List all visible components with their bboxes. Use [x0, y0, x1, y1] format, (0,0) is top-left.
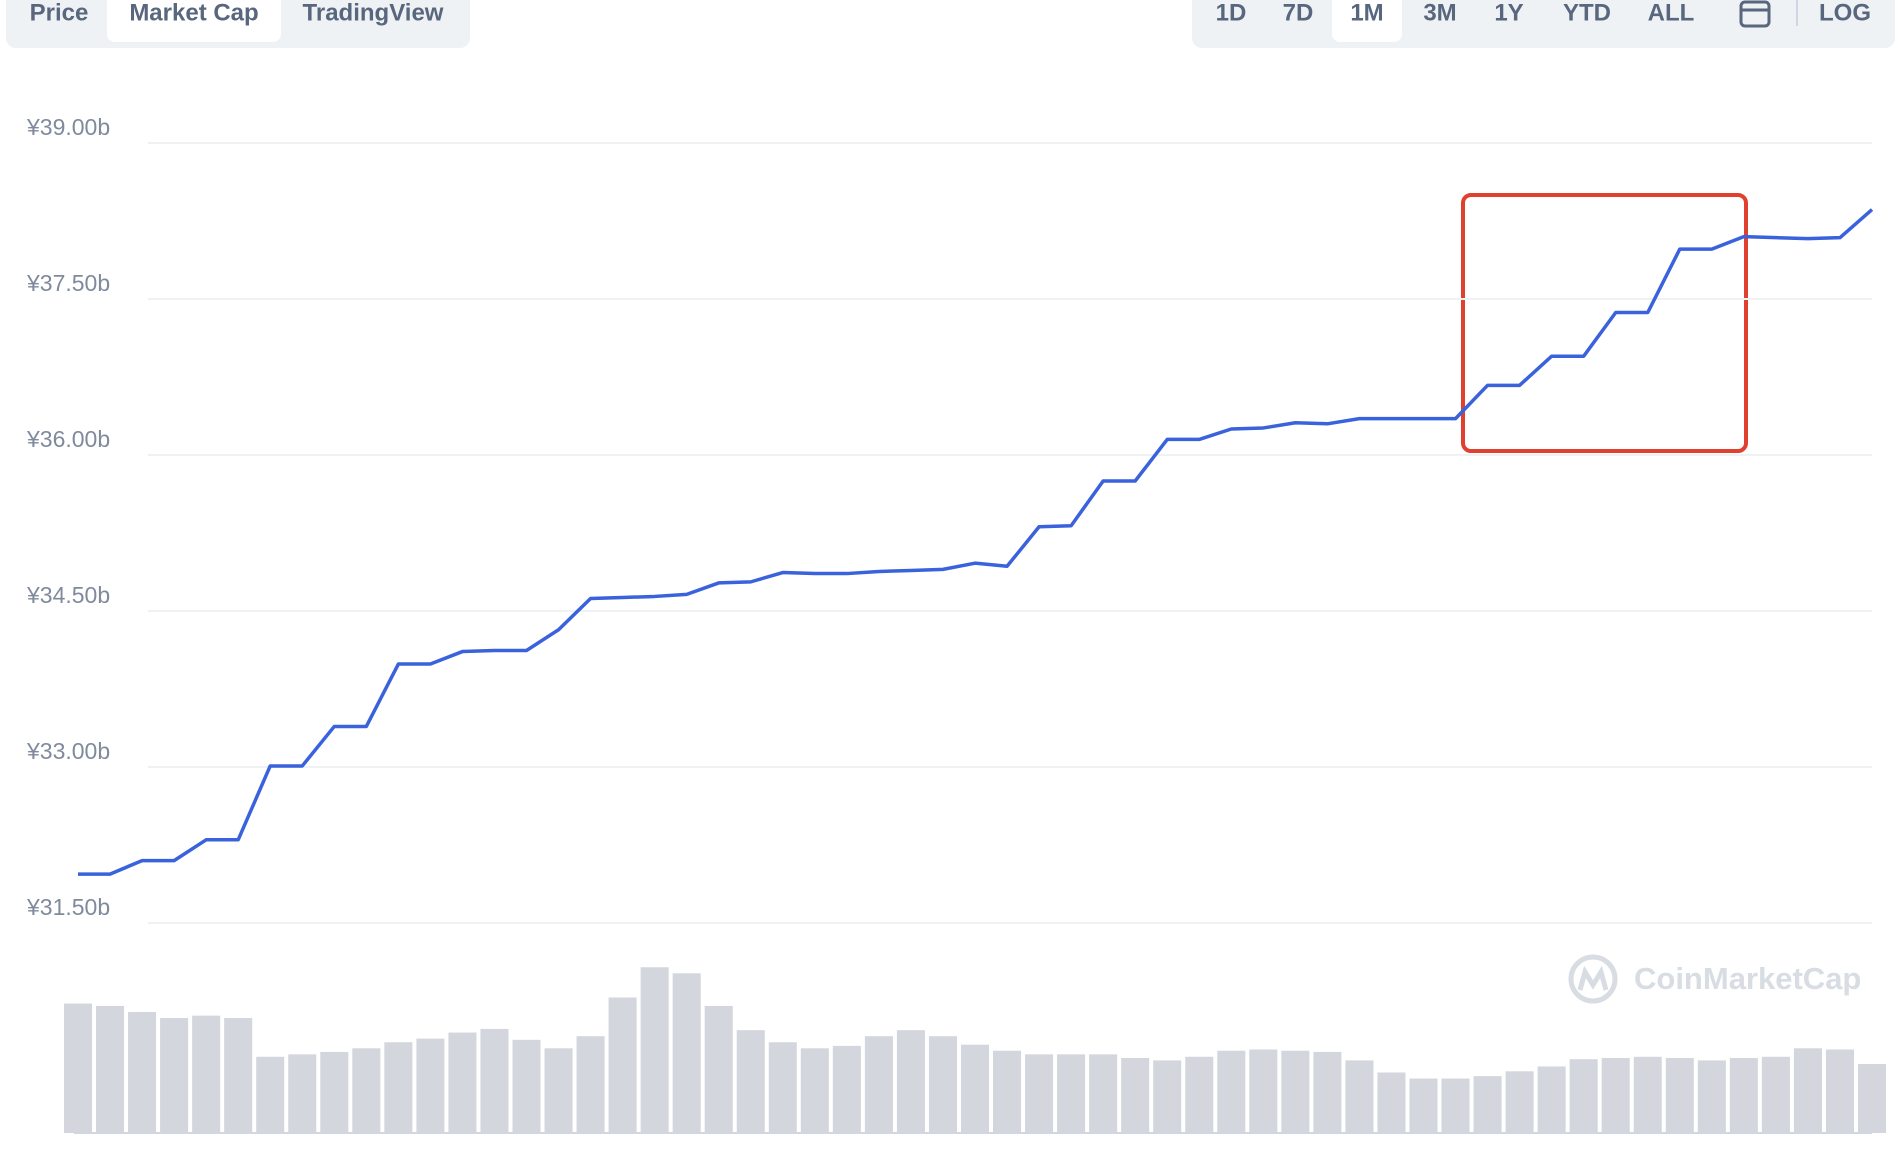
tab[interactable]: Market Cap	[129, 0, 258, 26]
volume-bar	[608, 997, 637, 1133]
volume-bar	[640, 967, 669, 1133]
volume-bar	[1825, 1049, 1854, 1133]
range-active-bg	[1332, 0, 1402, 42]
y-tick-label: ¥34.50b	[26, 582, 110, 608]
range-button[interactable]: 3M	[1423, 0, 1456, 26]
volume-bar	[704, 1005, 733, 1133]
calendar-icon[interactable]	[1739, 0, 1771, 28]
log-button[interactable]: LOG	[1819, 0, 1871, 26]
volume-bar	[1729, 1057, 1758, 1133]
volume-bar	[128, 1012, 157, 1133]
watermark: CoinMarketCap	[1634, 961, 1861, 996]
watermark-logo	[1568, 954, 1618, 1004]
volume-bar	[1793, 1048, 1822, 1133]
volume-bar	[320, 1051, 349, 1133]
volume-bar	[96, 1005, 125, 1133]
tab[interactable]: TradingView	[303, 0, 444, 26]
volume-bar	[63, 1003, 93, 1133]
y-tick-label: ¥39.00b	[26, 114, 110, 140]
volume-bar	[960, 1044, 990, 1133]
volume-bar	[1217, 1050, 1246, 1133]
tab[interactable]: Price	[30, 0, 89, 26]
volume-bar	[1345, 1060, 1374, 1133]
volume-bar	[1537, 1066, 1566, 1133]
volume-bar	[192, 1015, 221, 1133]
volume-bar	[1121, 1057, 1150, 1133]
volume-bar	[832, 1045, 861, 1133]
volume-bar	[1025, 1054, 1054, 1133]
volume-bar	[1857, 1064, 1887, 1133]
volume-bar	[768, 1042, 797, 1133]
volume-bar	[993, 1050, 1022, 1133]
volume-bar	[1409, 1078, 1438, 1133]
y-tick-label: ¥33.00b	[26, 738, 110, 764]
volume-bar	[1601, 1057, 1630, 1133]
volume-bar	[1665, 1057, 1694, 1133]
range-button[interactable]: YTD	[1563, 0, 1611, 26]
volume-bar	[896, 1030, 925, 1133]
volume-bar	[928, 1036, 957, 1133]
volume-bar	[1377, 1072, 1406, 1133]
volume-bar	[1441, 1078, 1470, 1133]
range-button[interactable]: ALL	[1648, 0, 1695, 26]
volume-bar	[1569, 1059, 1598, 1133]
range-button[interactable]: 1D	[1216, 0, 1247, 26]
y-tick-label: ¥37.50b	[26, 270, 110, 296]
volume-bar	[1185, 1056, 1214, 1133]
volume-bar	[1505, 1071, 1534, 1133]
range-button[interactable]: 1M	[1350, 0, 1383, 26]
y-tick-label: ¥36.00b	[26, 426, 110, 452]
volume-bar	[480, 1028, 509, 1133]
volume-bar	[1473, 1076, 1502, 1133]
volume-bar	[256, 1056, 285, 1133]
volume-bar	[864, 1036, 893, 1133]
volume-bar	[576, 1036, 605, 1133]
y-tick-label: ¥31.50b	[26, 894, 110, 920]
volume-bar	[224, 1018, 253, 1133]
volume-bar	[1313, 1051, 1342, 1133]
volume-bar	[1153, 1060, 1182, 1133]
volume-bar	[544, 1048, 573, 1133]
volume-bar	[512, 1039, 541, 1133]
volume-bar	[448, 1032, 477, 1133]
volume-bar	[1633, 1056, 1662, 1133]
volume-bar	[800, 1048, 829, 1133]
highlight-box	[1461, 193, 1748, 453]
volume-bar	[160, 1018, 189, 1133]
price-line	[78, 208, 1874, 876]
volume-bar	[672, 973, 701, 1133]
volume-bar	[1057, 1054, 1086, 1133]
range-button[interactable]: 7D	[1283, 0, 1314, 26]
volume-bar	[288, 1054, 317, 1133]
volume-bar	[1281, 1050, 1310, 1133]
volume-bar	[1697, 1060, 1726, 1133]
range-button[interactable]: 1Y	[1494, 0, 1523, 26]
volume-bar	[736, 1030, 765, 1133]
volume-bar	[1089, 1054, 1118, 1133]
volume-bar	[416, 1038, 445, 1133]
volume-bar	[352, 1048, 381, 1133]
tab-active-bg	[107, 0, 281, 42]
volume-bar	[1249, 1049, 1278, 1133]
volume-bar	[384, 1042, 413, 1133]
volume-bar	[1761, 1056, 1790, 1133]
